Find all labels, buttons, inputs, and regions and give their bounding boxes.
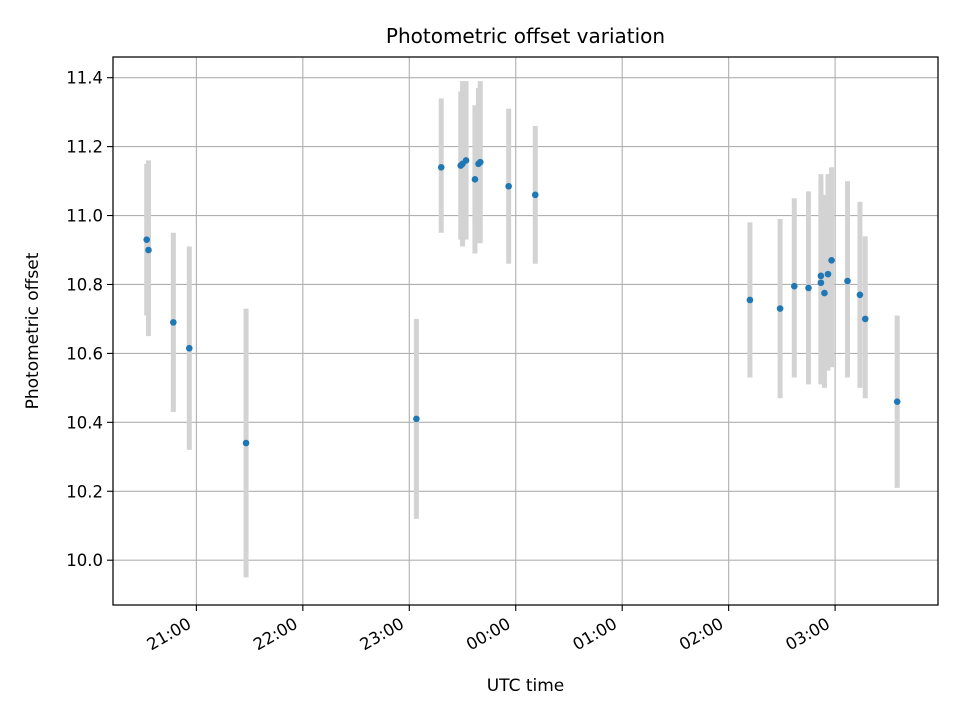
y-tick-label: 10.0 <box>66 551 103 570</box>
data-point <box>143 236 151 243</box>
x-axis-title: UTC time <box>487 676 565 696</box>
data-point <box>746 296 754 304</box>
plot-area-frame <box>112 56 939 606</box>
data-point <box>790 282 798 290</box>
chart-title: Photometric offset variation <box>386 24 665 48</box>
data-point <box>471 176 479 183</box>
y-tick-label: 11.4 <box>66 69 103 88</box>
y-tick-label: 10.6 <box>66 344 103 363</box>
data-point <box>531 191 539 199</box>
data-point <box>817 272 825 280</box>
y-tick-label: 10.2 <box>66 482 103 501</box>
data-point <box>817 279 825 287</box>
data-point <box>844 277 851 285</box>
y-axis-ticks: 10.0 10.2 10.4 10.6 10.8 11.0 11.2 11.4 <box>66 69 113 570</box>
data-point <box>776 305 784 312</box>
data-point <box>242 439 250 447</box>
data-point <box>185 344 193 352</box>
data-point <box>170 319 177 326</box>
data-point <box>476 158 484 166</box>
data-points <box>143 157 901 447</box>
data-point <box>145 246 152 254</box>
y-tick-label: 10.4 <box>66 413 103 432</box>
y-tick-label: 11.2 <box>66 138 103 157</box>
y-axis-title: Photometric offset <box>23 252 43 409</box>
grid <box>113 57 938 605</box>
data-point <box>861 315 869 323</box>
data-point <box>505 182 512 190</box>
data-point <box>893 398 901 405</box>
data-point <box>805 284 812 292</box>
data-point <box>437 163 445 171</box>
data-point <box>828 257 835 264</box>
data-point <box>821 289 828 297</box>
data-point <box>824 270 832 278</box>
data-point <box>413 415 420 423</box>
y-tick-label: 11.0 <box>66 207 103 226</box>
data-point <box>462 157 470 164</box>
y-tick-label: 10.8 <box>66 275 103 294</box>
data-point <box>856 291 864 299</box>
